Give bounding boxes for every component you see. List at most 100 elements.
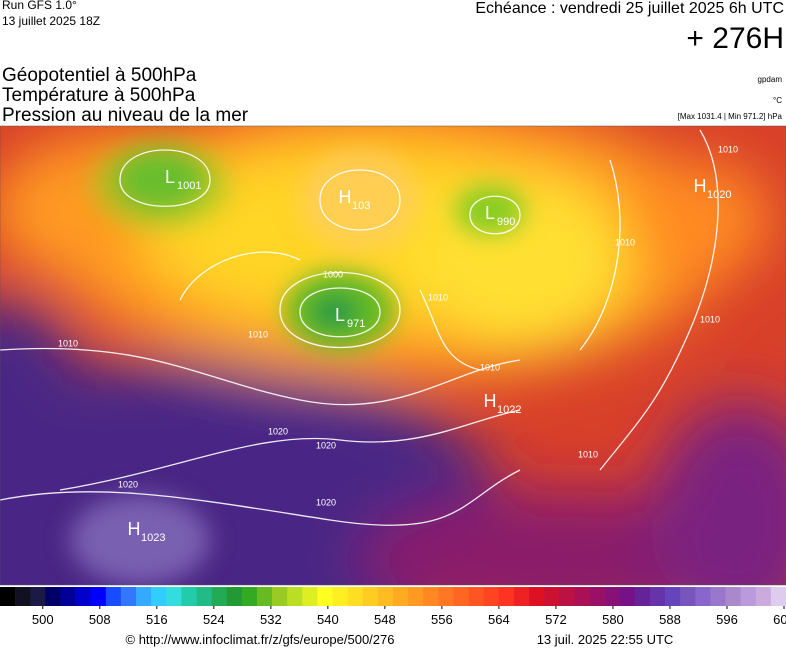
colorbar-swatch xyxy=(105,587,122,606)
title: Température à 500hPa xyxy=(2,85,196,106)
center-type: H xyxy=(339,187,352,207)
center-value: 971 xyxy=(347,318,365,330)
isobar-label: 1010 xyxy=(615,237,635,247)
colorbar-swatch xyxy=(393,587,409,606)
center-value: 1022 xyxy=(497,404,521,416)
colorbar-swatch xyxy=(513,587,530,606)
colorbar-swatch xyxy=(90,587,107,606)
colorbar-swatch xyxy=(755,587,772,606)
isobar-label: 1020 xyxy=(268,426,288,436)
center-type: L xyxy=(165,167,175,187)
isobar-label: 1010 xyxy=(700,314,720,324)
colorbar-label: 588 xyxy=(659,612,681,627)
isobar-label: 1010 xyxy=(58,338,78,348)
colorbar-swatch xyxy=(272,587,288,606)
colorbar-swatch xyxy=(619,587,636,606)
colorbar-label: 596 xyxy=(716,612,738,627)
center-value: 1023 xyxy=(141,532,165,544)
center-type: H xyxy=(484,391,497,411)
center-value: 990 xyxy=(497,216,515,228)
colorbar-label: 508 xyxy=(89,612,111,627)
colorbar-swatch xyxy=(468,587,484,606)
colorbar-swatch xyxy=(649,587,666,606)
isobar-label: 1020 xyxy=(316,440,336,450)
colorbar-swatch xyxy=(544,587,560,606)
colorbar-label: 564 xyxy=(488,612,510,627)
colorbar-swatch xyxy=(317,587,333,606)
colorbar-label: 572 xyxy=(545,612,567,627)
colorbar-swatch xyxy=(136,587,152,606)
colorbar-swatch xyxy=(60,587,76,606)
colorbar-swatch xyxy=(680,587,696,606)
center-value: 1020 xyxy=(707,189,731,201)
colorbar-swatch xyxy=(15,587,31,606)
colorbar-swatch xyxy=(438,587,454,606)
isobar-label: 1010 xyxy=(718,144,738,154)
colorbar-swatch xyxy=(0,587,16,606)
colorbar-label: 556 xyxy=(431,612,453,627)
colorbar-swatch xyxy=(770,587,786,606)
colorbar-swatch xyxy=(498,587,515,606)
colorbar-swatch xyxy=(725,587,741,606)
colorbar-swatch xyxy=(529,587,545,606)
map xyxy=(0,126,786,585)
colorbar-swatch xyxy=(226,587,243,606)
colorbar-swatch xyxy=(740,587,757,606)
colorbar-label: 516 xyxy=(146,612,168,627)
colorbar-swatch xyxy=(347,587,364,606)
isobar-label: 1010 xyxy=(480,362,500,372)
colorbar-label: 580 xyxy=(602,612,624,627)
isobar-label: 1020 xyxy=(316,497,336,507)
colorbar-swatch xyxy=(589,587,605,606)
source: © http://www.infoclimat.fr/z/gfs/europe/… xyxy=(126,632,395,647)
run-label: Run GFS 1.0° xyxy=(2,0,77,12)
colorbar-swatch xyxy=(332,587,348,606)
isobar-label: 1010 xyxy=(248,329,268,339)
colorbar-swatch xyxy=(423,587,439,606)
colorbar-swatch xyxy=(75,587,91,606)
generated-time: 13 juil. 2025 22:55 UTC xyxy=(537,632,674,647)
isobar-label: 1010 xyxy=(578,449,598,459)
run-date: 13 juillet 2025 18Z xyxy=(2,14,100,28)
colorbar-swatch xyxy=(181,587,197,606)
colorbar-swatch xyxy=(30,587,46,606)
unit: gpdam xyxy=(758,75,783,84)
colorbar-swatch xyxy=(302,587,318,606)
valid-time: Echéance : vendredi 25 juillet 2025 6h U… xyxy=(475,0,784,17)
center-type: L xyxy=(485,203,495,223)
isobars xyxy=(0,129,719,527)
colorbar-label: 604 xyxy=(773,612,786,627)
colorbar-swatch xyxy=(483,587,500,606)
colorbar-swatch xyxy=(574,587,590,606)
isobar-label: 1010 xyxy=(428,292,448,302)
colorbar-swatch xyxy=(604,587,621,606)
colorbar-swatch xyxy=(166,587,182,606)
colorbar-swatch xyxy=(710,587,726,606)
center-type: H xyxy=(694,176,707,196)
title: Pression au niveau de la mer xyxy=(2,105,249,126)
center-value: 103 xyxy=(352,200,370,212)
colorbar-label: 540 xyxy=(317,612,339,627)
colorbar-label: 524 xyxy=(203,612,225,627)
unit: [Max 1031.4 | Min 971.2] hPa xyxy=(678,112,783,121)
colorbar-swatch xyxy=(241,587,258,606)
colorbar-swatch xyxy=(408,587,424,606)
colorbar-swatch xyxy=(45,587,61,606)
colorbar-swatch xyxy=(120,587,137,606)
isobar-label: 1020 xyxy=(118,479,138,489)
colorbar-label: 500 xyxy=(32,612,54,627)
center-type: H xyxy=(128,519,141,539)
isobar-label: 1000 xyxy=(323,269,343,279)
colorbar-swatch xyxy=(211,587,228,606)
colorbar-swatch xyxy=(151,587,167,606)
colorbar-swatch xyxy=(559,587,575,606)
colorbar-label: 548 xyxy=(374,612,396,627)
center-type: L xyxy=(335,305,345,325)
colorbar-swatch xyxy=(287,587,303,606)
unit: °C xyxy=(773,96,782,105)
colorbar-swatch xyxy=(634,587,651,606)
colorbar-swatch xyxy=(453,587,469,606)
colorbar-label: 532 xyxy=(260,612,282,627)
